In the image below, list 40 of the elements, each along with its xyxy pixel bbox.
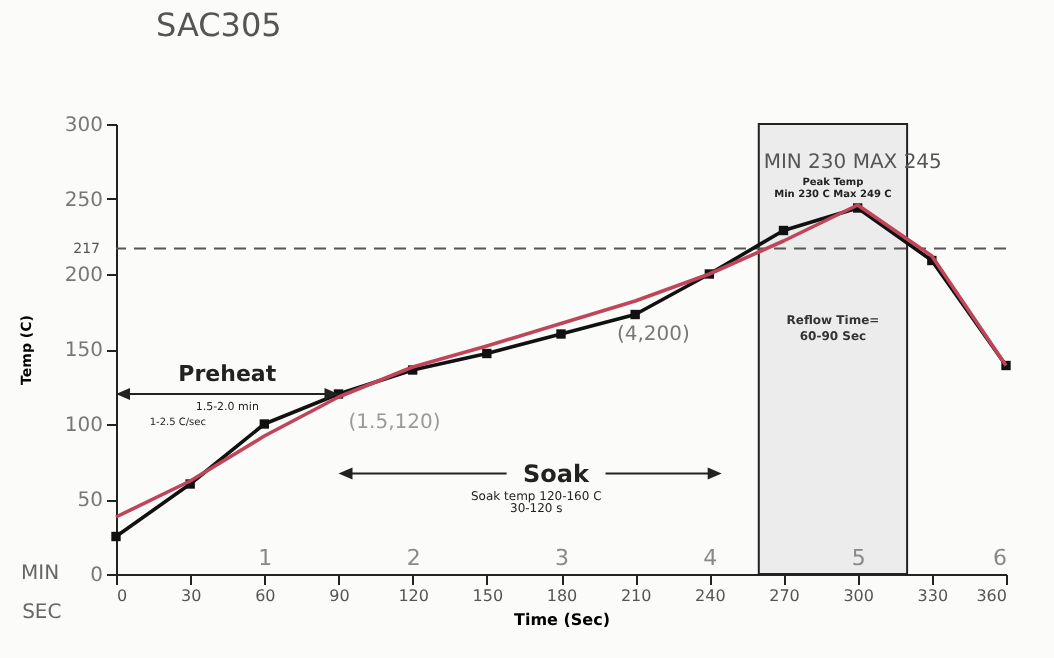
x2-tick-label: 2 [406,545,421,571]
x2-tick-label: 4 [703,545,718,571]
y-tick-label: 200 [64,265,103,287]
annotation: (4,200) [616,324,690,346]
y-tick-label: 250 [64,190,103,212]
x-tick-label: 300 [843,587,874,605]
x-tick-label: 90 [329,587,350,605]
point [111,531,121,542]
text: SEC [22,601,62,624]
point [778,225,789,236]
point [482,348,492,359]
x-tick-label: 60 [255,587,276,605]
x-tick-label: 150 [472,587,504,605]
x-tick-label: 30 [180,587,202,605]
x2-tick-label: 6 [993,545,1007,571]
point [259,419,270,429]
y-tick-label: 150 [64,340,103,362]
annotation: (1.5,120) [348,412,441,434]
x2-tick-label: 3 [555,545,569,571]
x-axis-title: Time (Sec) [514,611,610,629]
x2-tick-label: 5 [851,545,866,571]
annotation: Preheat [178,360,277,387]
x-tick-label: 360 [976,587,1007,605]
x-tick-label: 240 [695,587,726,605]
point [556,329,566,339]
x2-tick-label: 1 [258,545,273,571]
x-tick-label: 270 [769,587,800,605]
x-tick-label: 210 [620,587,652,605]
chart-title: SAC305 [156,6,282,44]
x-tick-label: 0 [117,587,128,605]
y-tick-label: 0 [90,565,103,587]
y-tick-label: 50 [77,490,103,512]
y-tick-label: 300 [64,115,103,137]
x2-axis-title: MIN [21,563,60,585]
point [630,309,640,320]
y-tick-label: 100 [64,415,103,437]
x-tick-label: 330 [917,587,949,605]
x-tick-label: 180 [546,587,578,605]
annotation: Soak [523,459,592,488]
x-tick-label: 120 [398,587,429,605]
